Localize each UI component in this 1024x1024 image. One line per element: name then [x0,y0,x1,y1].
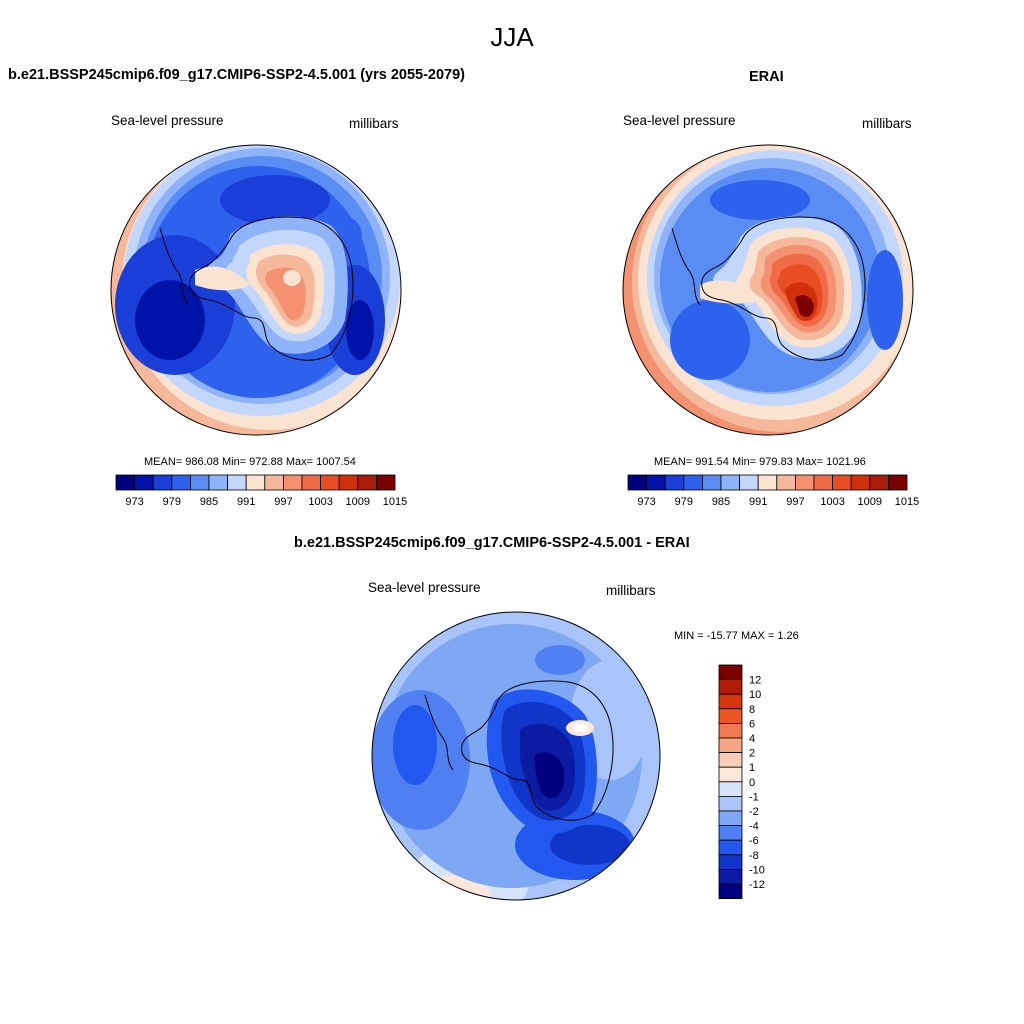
colorbar-obs-swatch [757,474,778,491]
panel-model-stats: MEAN= 986.08 Min= 972.88 Max= 1007.54 [144,456,356,468]
colorbar-diff-swatch [718,883,743,900]
colorbar-obs-swatch [776,474,796,491]
colorbar-diff-swatch [718,796,743,812]
colorbar-model-swatch [115,474,136,491]
colorbar-obs-swatch [795,474,815,491]
colorbar-diff-swatch [718,810,743,827]
colorbar-diff-swatch [718,854,743,870]
panel-obs-variable-label: Sea-level pressure [623,113,736,128]
colorbar-model-swatch [245,474,266,491]
colorbar-diff-tick-label: 4 [749,733,755,745]
colorbar-obs-tick-label: 979 [675,496,693,508]
colorbar-model-swatch [171,474,191,491]
colorbar-model-tick-label: 1009 [346,496,370,508]
colorbar-model-swatch [134,474,154,491]
panel-obs-title: ERAI [749,69,784,85]
colorbar-obs-swatch [702,474,722,491]
colorbar-obs-swatch [869,474,889,491]
colorbar-diff-tick-label: 8 [749,704,755,716]
panel-diff-stats: MIN = -15.77 MAX = 1.26 [674,630,799,642]
colorbar-obs-swatch [627,474,648,491]
colorbar-obs-swatch [888,474,908,491]
colorbar-diff-tick-label: -8 [749,850,759,862]
colorbar-obs-tick-label: 1009 [858,496,882,508]
colorbar-diff-swatch [718,766,743,783]
colorbar-diff-tick-label: 2 [749,748,755,760]
colorbar-diff-tick-label: -10 [749,864,765,876]
panel-obs-units-label: millibars [862,116,912,131]
colorbar-obs-swatch [646,474,666,491]
colorbar-diff-tick-label: -2 [749,806,759,818]
colorbar-model-swatch [375,474,396,491]
colorbar-model-swatch [282,474,303,491]
colorbar-diff-tick-label: -4 [749,821,759,833]
colorbar-model-tick-label: 1003 [308,496,332,508]
colorbar-obs-tick-label: 997 [786,496,804,508]
colorbar-model-tick-label: 997 [274,496,292,508]
colorbar-model-tick-label: 973 [125,496,143,508]
colorbar-obs: 973 979 985 991 997 1003 1009 1015 [627,474,919,508]
colorbar-obs-swatch [739,474,759,491]
colorbar-model-swatch [264,474,284,491]
panel-diff-units-label: millibars [606,583,656,598]
colorbar-model-swatch [320,474,340,491]
colorbar-diff-tick-label: 6 [749,718,755,730]
colorbar-diff-tick-label: 12 [749,675,761,687]
colorbar-diff-swatch [718,825,743,841]
colorbar-obs-swatch [850,474,871,491]
panel-obs-stats: MEAN= 991.54 Min= 979.83 Max= 1021.96 [654,456,866,468]
colorbar-model-swatch [189,474,210,491]
colorbar-model-swatch [227,474,247,491]
colorbar-diff-swatch [718,693,743,710]
colorbar-diff-tick-label: 1 [749,762,755,774]
colorbar-diff-tick-label: -12 [749,879,765,891]
colorbar-model-swatch [338,474,359,491]
colorbar-diff-tick-label: 10 [749,689,761,701]
colorbar-obs-swatch [832,474,852,491]
colorbar-obs-tick-label: 991 [749,496,767,508]
colorbar-diff-swatch [718,781,743,797]
colorbar-obs-tick-label: 985 [712,496,730,508]
colorbar-diff-swatch [718,752,743,768]
panel-diff-title: b.e21.BSSP245cmip6.f09_g17.CMIP6-SSP2-4.… [294,535,690,551]
map-model-slp [110,144,402,436]
colorbar-model-swatch [152,474,173,491]
colorbar-obs-swatch [664,474,685,491]
colorbar-diff-swatch [718,737,743,754]
colorbar-model-swatch [208,474,229,491]
colorbar-diff-swatch [718,723,743,739]
colorbar-model-tick-label: 985 [200,496,218,508]
colorbar-obs-swatch [683,474,703,491]
colorbar-diff-swatch [718,839,743,856]
colorbar-diff-swatch [718,708,743,724]
colorbar-model-tick-label: 979 [163,496,181,508]
colorbar-diff-tick-label: -6 [749,835,759,847]
colorbar-model: 973 979 985 991 997 1003 1009 1015 [115,474,407,508]
panel-model-units-label: millibars [349,116,399,131]
panel-model-variable-label: Sea-level pressure [111,113,224,128]
colorbar-diff-swatch [718,869,743,885]
colorbar-obs-tick-label: 1003 [820,496,844,508]
colorbar-obs-swatch [720,474,741,491]
figure-title: JJA [490,22,534,52]
colorbar-diff-tick-label: -1 [749,791,759,803]
colorbar-diff-tick-label: 0 [749,777,755,789]
colorbar-obs-tick-label: 973 [637,496,655,508]
colorbar-model-swatch [357,474,377,491]
panel-diff-variable-label: Sea-level pressure [368,580,481,595]
colorbar-model-swatch [301,474,322,491]
colorbar-diff-swatch [718,679,743,695]
colorbar-diff-swatch [718,664,743,681]
colorbar-obs-tick-label: 1015 [895,496,919,508]
map-obs-slp [622,144,914,436]
map-diff-slp [371,611,661,901]
colorbar-model-tick-label: 991 [237,496,255,508]
colorbar-obs-swatch [813,474,834,491]
colorbar-model-tick-label: 1015 [383,496,407,508]
panel-model-title: b.e21.BSSP245cmip6.f09_g17.CMIP6-SSP2-4.… [8,67,466,83]
